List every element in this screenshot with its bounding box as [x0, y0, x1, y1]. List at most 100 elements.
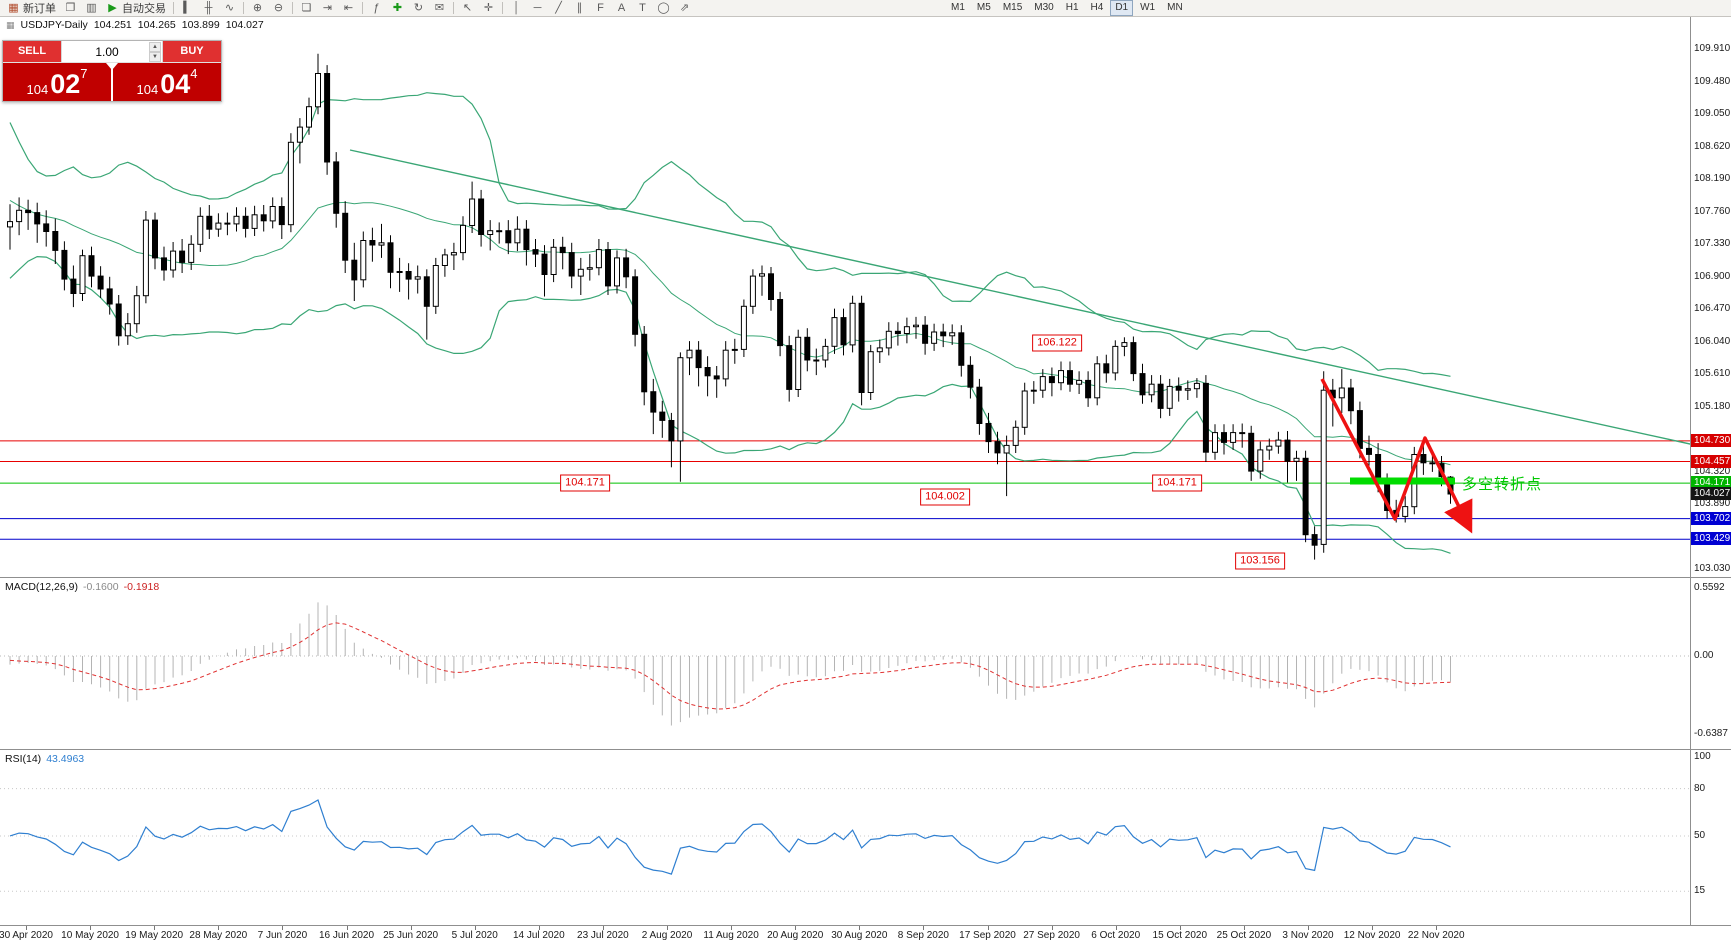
buy-button[interactable]: BUY: [163, 41, 221, 62]
main-price-pane: [0, 53, 1731, 560]
mail-icon: ✉: [434, 1, 445, 14]
volume-down-button[interactable]: ▼: [149, 52, 161, 62]
bollinger-middle-band: [9, 199, 1451, 466]
toolbar-separator: [502, 2, 503, 14]
timeframe-mn-button[interactable]: MN: [1167, 2, 1183, 13]
volume-field: ▲ ▼: [61, 41, 163, 62]
crosshair-icon[interactable]: ✛: [478, 1, 499, 16]
macd-value: -0.1600: [82, 581, 119, 593]
sell-price-prefix: 104: [26, 82, 49, 97]
sell-price-sup: 7: [80, 66, 88, 81]
trendline-icon: ╱: [555, 1, 562, 14]
candlestick-chart-icon: ╫: [204, 1, 213, 14]
toolbar-separator: [362, 2, 363, 14]
new-order-button[interactable]: ▦ 新订单: [3, 1, 60, 16]
support-zone-highlight[interactable]: [1350, 477, 1455, 485]
macd-name: MACD(12,26,9): [5, 581, 78, 593]
bollinger-upper-band: [9, 92, 1451, 377]
indicators-icon: ƒ: [373, 1, 380, 14]
candlestick-chart-icon[interactable]: ╫: [198, 1, 219, 16]
symbol-title: USDJPY-Daily: [20, 19, 88, 31]
mail-icon[interactable]: ✉: [429, 1, 450, 16]
buy-price-sup: 4: [190, 66, 198, 81]
cursor-icon: ↖: [462, 1, 473, 14]
chart-shift-icon[interactable]: ⇤: [338, 1, 359, 16]
channel-icon[interactable]: ∥: [569, 1, 590, 16]
bar-chart-icon[interactable]: ▍: [177, 1, 198, 16]
vertical-line-icon: │: [513, 1, 520, 14]
buy-price-big: 04: [160, 69, 191, 99]
macd-signal-value: -0.1918: [123, 581, 160, 593]
rsi-pane-label: RSI(14) 43.4963: [5, 753, 84, 765]
buy-price-tile[interactable]: 104 04 4: [113, 63, 221, 101]
refresh-icon[interactable]: ↻: [408, 1, 429, 16]
timeframe-m30-button[interactable]: M30: [1034, 2, 1054, 13]
line-chart-icon: ∿: [224, 1, 235, 14]
market-watch-icon: ▥: [86, 1, 97, 14]
toolbar: ▦ 新订单 ❐ ▥ ▶ 自动交易 ▍ ╫ ∿ ⊕ ⊖ ❏ ⇥ ⇤ ƒ ✚ ↻ ✉ ↖ ✛ │ ─ ╱ ∥ F A T ◯ ⇗ M1 M5 M1…: [0, 0, 1731, 17]
new-order-button-label: 新订单: [23, 3, 56, 15]
turning-point-annotation[interactable]: 多空转折点: [1462, 476, 1543, 493]
toolbar-separator: [453, 2, 454, 14]
new-order-icon: ▦: [8, 1, 19, 14]
sell-button[interactable]: SELL: [3, 41, 61, 62]
timeframe-w1-button[interactable]: W1: [1140, 2, 1156, 13]
tile-windows-icon[interactable]: ❏: [296, 1, 317, 16]
fibonacci-icon[interactable]: F: [590, 1, 611, 16]
tile-windows-icon: ❏: [301, 1, 312, 14]
text-icon: A: [617, 1, 626, 14]
autotrading-icon: ▶: [108, 1, 117, 14]
text-icon[interactable]: A: [611, 1, 632, 16]
zoom-out-icon: ⊖: [273, 1, 284, 14]
macd-pane: [0, 602, 1690, 726]
volume-input[interactable]: [62, 41, 162, 62]
charts-window-icon: ❐: [65, 1, 76, 14]
timeframe-d1-button[interactable]: D1: [1110, 0, 1134, 16]
add-indicator-icon[interactable]: ✚: [387, 1, 408, 16]
add-indicator-icon: ✚: [392, 1, 403, 14]
horizontal-line-icon[interactable]: ─: [527, 1, 548, 16]
rsi-value: 43.4963: [46, 753, 85, 765]
ohlc-low: 103.899: [181, 19, 220, 31]
red-zigzag-annotation[interactable]: [1320, 378, 1473, 534]
trendline[interactable]: [349, 149, 1731, 453]
timeframe-h1-button[interactable]: H1: [1065, 2, 1079, 13]
timeframe-m15-button[interactable]: M15: [1002, 2, 1023, 13]
vertical-line-icon[interactable]: │: [506, 1, 527, 16]
label-icon[interactable]: T: [632, 1, 653, 16]
zoom-in-icon[interactable]: ⊕: [247, 1, 268, 16]
rsi-name: RSI(14): [5, 753, 42, 765]
charts-window-icon[interactable]: ❐: [60, 1, 81, 16]
timeframe-m1-button[interactable]: M1: [951, 2, 965, 13]
zoom-in-icon: ⊕: [252, 1, 263, 14]
ohlc-high: 104.265: [137, 19, 176, 31]
toolbar-separator: [292, 2, 293, 14]
auto-scroll-icon: ⇥: [322, 1, 333, 14]
macd-histogram: [9, 602, 1451, 726]
one-click-trading-panel: SELL ▲ ▼ BUY 104 02 7 104 04 4: [2, 40, 222, 102]
refresh-icon: ↻: [413, 1, 424, 14]
cursor-icon[interactable]: ↖: [457, 1, 478, 16]
trendline-icon[interactable]: ╱: [548, 1, 569, 16]
ohlc-open: 104.251: [93, 19, 132, 31]
indicators-icon[interactable]: ƒ: [366, 1, 387, 16]
toolbar-separator: [243, 2, 244, 14]
autotrading-button-label: 自动交易: [122, 3, 166, 15]
volume-up-button[interactable]: ▲: [149, 42, 161, 52]
toolbar-separator: [173, 2, 174, 14]
arrow-tool-icon[interactable]: ⇗: [674, 1, 695, 16]
line-chart-icon[interactable]: ∿: [219, 1, 240, 16]
auto-scroll-icon[interactable]: ⇥: [317, 1, 338, 16]
timeframe-h4-button[interactable]: H4: [1090, 2, 1104, 13]
autotrading-button[interactable]: ▶ 自动交易: [102, 1, 170, 16]
horizontal-line-icon: ─: [533, 1, 542, 14]
shapes-icon[interactable]: ◯: [653, 1, 674, 16]
zoom-out-icon[interactable]: ⊖: [268, 1, 289, 16]
market-watch-icon[interactable]: ▥: [81, 1, 102, 16]
sell-price-tile[interactable]: 104 02 7: [3, 63, 111, 101]
rsi-line: [9, 799, 1451, 875]
timeframe-m5-button[interactable]: M5: [976, 2, 991, 13]
rsi-pane: [0, 788, 1690, 892]
arrow-tool-icon: ⇗: [679, 1, 690, 14]
